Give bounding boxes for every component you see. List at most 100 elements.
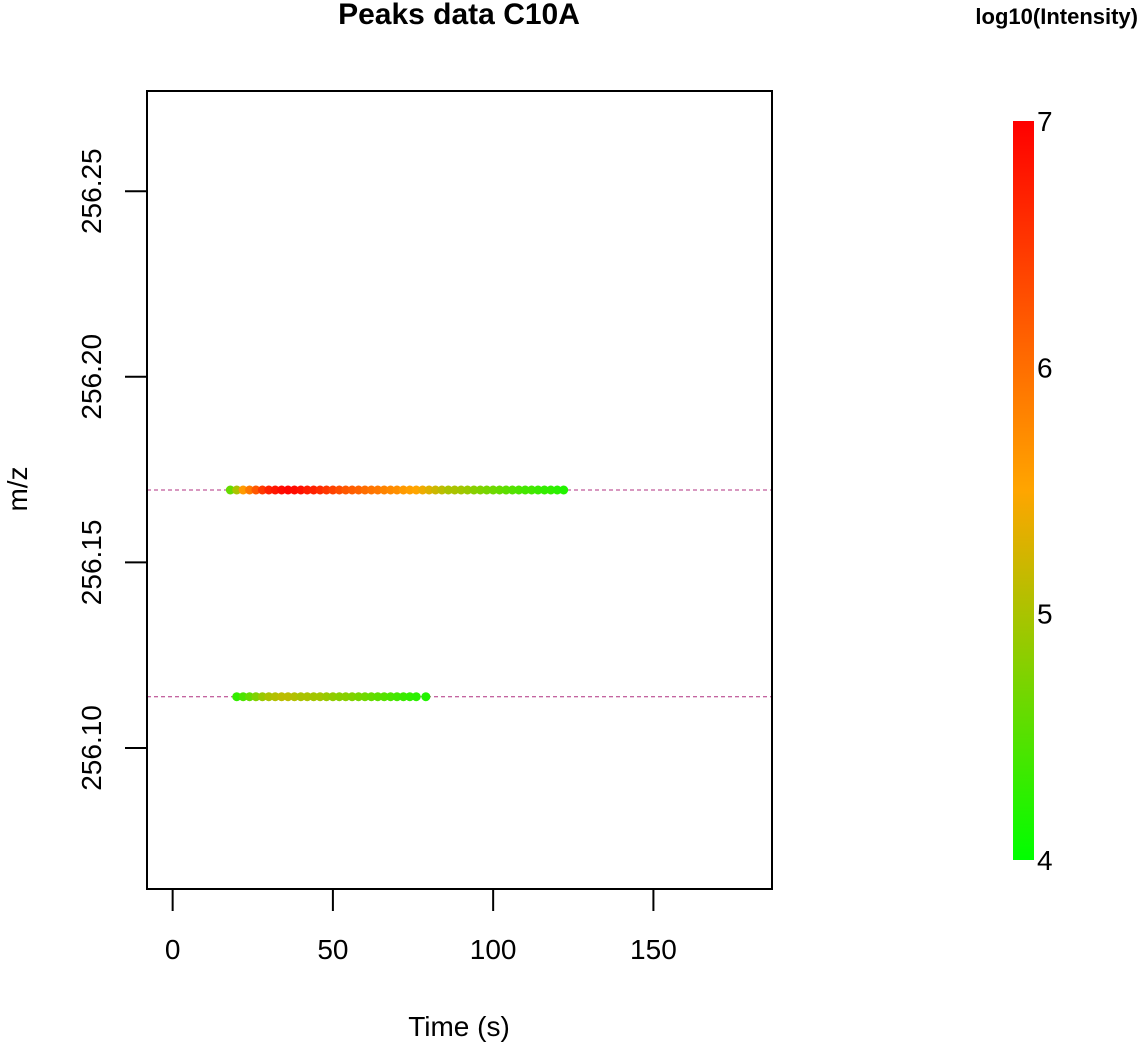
data-point xyxy=(334,692,344,702)
data-point xyxy=(302,692,312,702)
data-point xyxy=(482,485,492,495)
x-axis: 0 50 100 150 xyxy=(165,888,677,965)
data-point xyxy=(328,485,338,495)
data-point xyxy=(341,692,351,702)
data-point xyxy=(398,692,408,702)
data-point xyxy=(398,485,408,495)
data-point xyxy=(245,692,255,702)
data-point xyxy=(225,485,235,495)
data-point xyxy=(514,485,524,495)
data-point xyxy=(386,692,396,702)
data-point xyxy=(411,485,421,495)
x-tick-label: 150 xyxy=(630,934,677,965)
data-point xyxy=(469,485,479,495)
x-tick-label: 0 xyxy=(165,934,181,965)
data-point xyxy=(366,692,376,702)
colorbar: 4 5 6 7 xyxy=(1013,106,1053,876)
data-point xyxy=(507,485,517,495)
data-point xyxy=(379,692,389,702)
data-point xyxy=(366,485,376,495)
data-point xyxy=(360,485,370,495)
data-point xyxy=(270,485,280,495)
data-point xyxy=(373,485,383,495)
data-point xyxy=(334,485,344,495)
colorbar-title: log10(Intensity) xyxy=(975,4,1138,29)
data-point xyxy=(475,485,485,495)
plot-area xyxy=(146,90,773,890)
y-tick-label: 256.25 xyxy=(76,148,107,234)
data-point xyxy=(392,692,402,702)
data-point xyxy=(386,485,396,495)
y-tick-label: 256.10 xyxy=(76,705,107,791)
data-point xyxy=(309,485,319,495)
data-point xyxy=(450,485,460,495)
data-point xyxy=(270,692,280,702)
data-point xyxy=(405,485,415,495)
data-point xyxy=(411,692,421,702)
data-point xyxy=(488,485,498,495)
data-point xyxy=(546,485,556,495)
data-point xyxy=(392,485,402,495)
data-points xyxy=(225,485,569,702)
data-point xyxy=(520,485,530,495)
data-point xyxy=(257,485,267,495)
colorbar-tick-label: 6 xyxy=(1037,352,1053,383)
data-point xyxy=(443,485,453,495)
data-point xyxy=(277,692,287,702)
data-point xyxy=(238,692,248,702)
data-point xyxy=(257,692,267,702)
y-tick-label: 256.15 xyxy=(76,520,107,606)
data-point xyxy=(354,692,364,702)
data-point xyxy=(430,485,440,495)
data-point xyxy=(421,692,431,702)
colorbar-tick-label: 7 xyxy=(1037,106,1053,137)
data-point xyxy=(296,692,306,702)
data-point xyxy=(456,485,466,495)
data-point xyxy=(405,692,415,702)
data-point xyxy=(533,485,543,495)
data-point xyxy=(315,485,325,495)
data-point xyxy=(264,485,274,495)
data-point xyxy=(347,692,357,702)
data-point xyxy=(328,692,338,702)
data-point xyxy=(418,485,428,495)
data-point xyxy=(552,485,562,495)
data-point xyxy=(495,485,505,495)
data-point xyxy=(309,692,319,702)
data-point xyxy=(341,485,351,495)
data-point xyxy=(354,485,364,495)
colorbar-tick-label: 5 xyxy=(1037,599,1053,630)
reference-lines xyxy=(147,489,772,698)
data-point xyxy=(232,485,242,495)
data-point xyxy=(289,485,299,495)
data-point xyxy=(245,485,255,495)
colorbar-tick-label: 4 xyxy=(1037,845,1053,876)
data-point xyxy=(321,692,331,702)
data-point xyxy=(283,692,293,702)
data-point xyxy=(296,485,306,495)
data-point xyxy=(437,485,447,495)
data-point xyxy=(360,692,370,702)
data-point xyxy=(251,692,261,702)
x-axis-label: Time (s) xyxy=(408,1011,510,1042)
y-axis-label: m/z xyxy=(2,466,33,511)
data-point xyxy=(232,692,242,702)
data-point xyxy=(289,692,299,702)
colorbar-ticks: 4 5 6 7 xyxy=(1037,106,1053,876)
data-point xyxy=(302,485,312,495)
data-point xyxy=(315,692,325,702)
y-tick-label: 256.20 xyxy=(76,334,107,420)
data-point xyxy=(463,485,473,495)
chart-title: Peaks data C10A xyxy=(338,0,580,31)
data-point xyxy=(527,485,537,495)
data-point xyxy=(559,485,569,495)
data-point xyxy=(238,485,248,495)
data-point xyxy=(373,692,383,702)
data-point xyxy=(424,485,434,495)
data-point xyxy=(539,485,549,495)
data-point xyxy=(321,485,331,495)
data-point xyxy=(251,485,261,495)
data-point xyxy=(283,485,293,495)
x-tick-label: 50 xyxy=(317,934,348,965)
